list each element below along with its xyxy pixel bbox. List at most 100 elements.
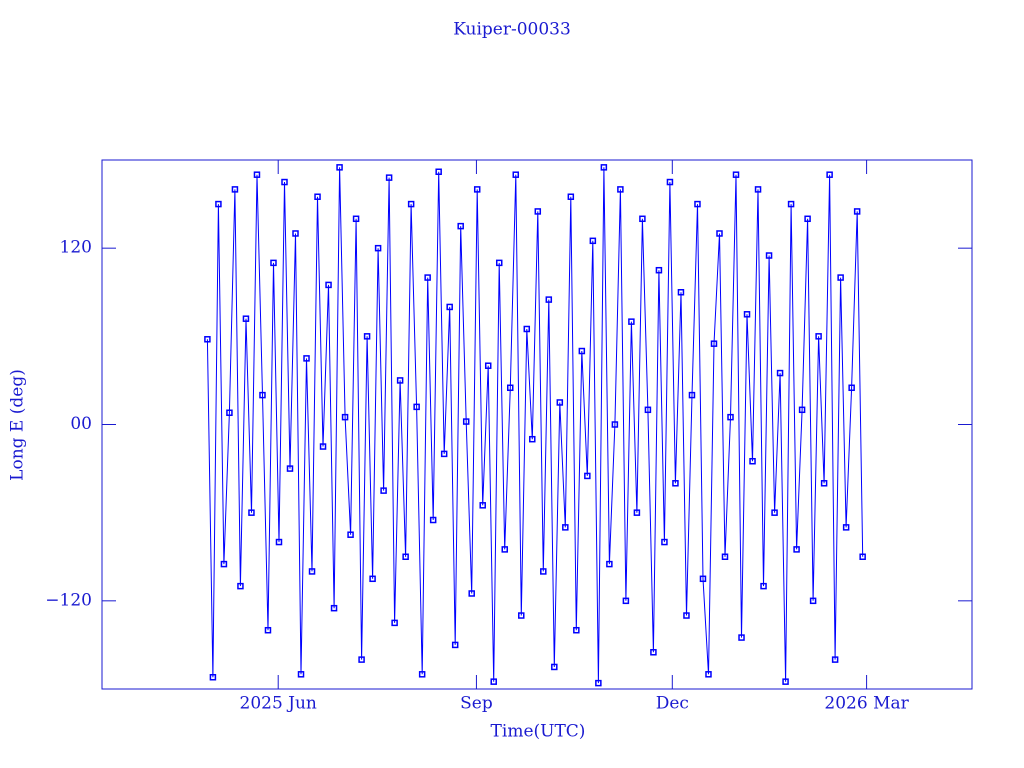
data-point <box>749 457 756 465</box>
data-point <box>606 560 613 568</box>
data-point <box>639 215 646 223</box>
data-point <box>721 553 729 560</box>
data-point <box>286 465 294 472</box>
x-tick-label: 2025 Jun <box>240 694 317 714</box>
data-point <box>743 311 751 318</box>
data-point <box>336 164 343 171</box>
x-tick-label: Sep <box>460 694 493 714</box>
data-point <box>275 538 283 546</box>
data-point <box>661 538 668 546</box>
data-point <box>292 230 299 237</box>
data-point <box>396 377 404 384</box>
data-point <box>589 237 597 245</box>
data-point <box>518 612 525 619</box>
data-point <box>655 266 663 274</box>
x-tick-label: 2026 Mar <box>824 694 909 714</box>
x-axis-label: Time(UTC) <box>491 722 586 742</box>
y-tick-label: −120 <box>45 590 92 610</box>
data-point <box>523 325 531 333</box>
data-point <box>457 222 464 230</box>
data-point <box>358 656 365 663</box>
data-point <box>369 575 376 583</box>
data-point <box>380 487 387 494</box>
data-point <box>220 560 228 568</box>
data-point <box>732 171 740 178</box>
data-point <box>683 612 690 619</box>
data-point <box>672 480 679 487</box>
data-point <box>804 215 811 223</box>
data-point <box>562 524 569 531</box>
data-point <box>644 406 652 414</box>
data-point <box>798 406 806 414</box>
data-point <box>567 193 575 200</box>
data-point <box>248 509 255 516</box>
data-point <box>429 516 437 524</box>
data-point <box>363 333 371 340</box>
data-point <box>374 244 382 252</box>
data-point <box>694 200 701 208</box>
data-point <box>826 171 833 178</box>
y-tick-label: 120 <box>60 238 92 258</box>
data-point <box>809 597 817 605</box>
data-point <box>540 568 547 575</box>
data-point <box>424 274 431 281</box>
data-point <box>551 663 558 671</box>
data-point <box>650 649 657 656</box>
data-point <box>760 582 767 590</box>
data-point <box>782 678 789 685</box>
data-point <box>815 333 822 340</box>
data-point <box>705 671 712 678</box>
data-point <box>556 399 564 406</box>
data-point <box>479 502 486 509</box>
data-point <box>490 678 497 685</box>
data-line <box>206 167 864 684</box>
data-point <box>738 634 745 641</box>
data-point <box>325 281 332 289</box>
y-tick-label: 00 <box>70 414 92 434</box>
data-point <box>529 435 536 443</box>
data-point <box>677 289 685 296</box>
data-point <box>848 384 855 392</box>
data-point <box>385 174 393 181</box>
data-point <box>633 509 641 516</box>
data-point <box>264 626 272 634</box>
data-point <box>628 318 635 325</box>
data-point <box>787 200 795 208</box>
data-point <box>853 208 861 215</box>
data-point <box>435 168 442 176</box>
data-point <box>352 215 360 223</box>
data-point <box>765 252 773 259</box>
data-point <box>573 626 580 634</box>
data-point <box>319 443 327 450</box>
data-point <box>484 362 492 369</box>
data-point <box>259 391 266 399</box>
data-point <box>727 413 734 421</box>
data-point <box>270 259 277 267</box>
data-point <box>820 480 828 487</box>
data-point <box>545 296 553 303</box>
x-tick-label: Dec <box>656 694 689 714</box>
data-point <box>215 200 222 208</box>
data-point <box>446 303 453 311</box>
data-point <box>666 178 674 186</box>
data-point <box>237 582 244 590</box>
data-point <box>622 597 630 605</box>
data-point <box>391 619 398 627</box>
data-point <box>534 208 542 215</box>
data-point <box>468 590 475 597</box>
data-point <box>771 509 778 516</box>
data-point <box>617 186 624 193</box>
data-point <box>308 568 316 575</box>
data-point <box>600 164 608 171</box>
data-point <box>231 186 239 193</box>
y-axis-label: Long E (deg) <box>8 369 28 481</box>
data-point <box>204 336 211 343</box>
data-point <box>402 553 409 560</box>
data-point <box>793 546 800 553</box>
data-point <box>584 472 591 480</box>
data-point <box>440 450 448 458</box>
data-point <box>462 418 470 425</box>
data-point <box>451 641 459 649</box>
data-point <box>754 186 762 193</box>
